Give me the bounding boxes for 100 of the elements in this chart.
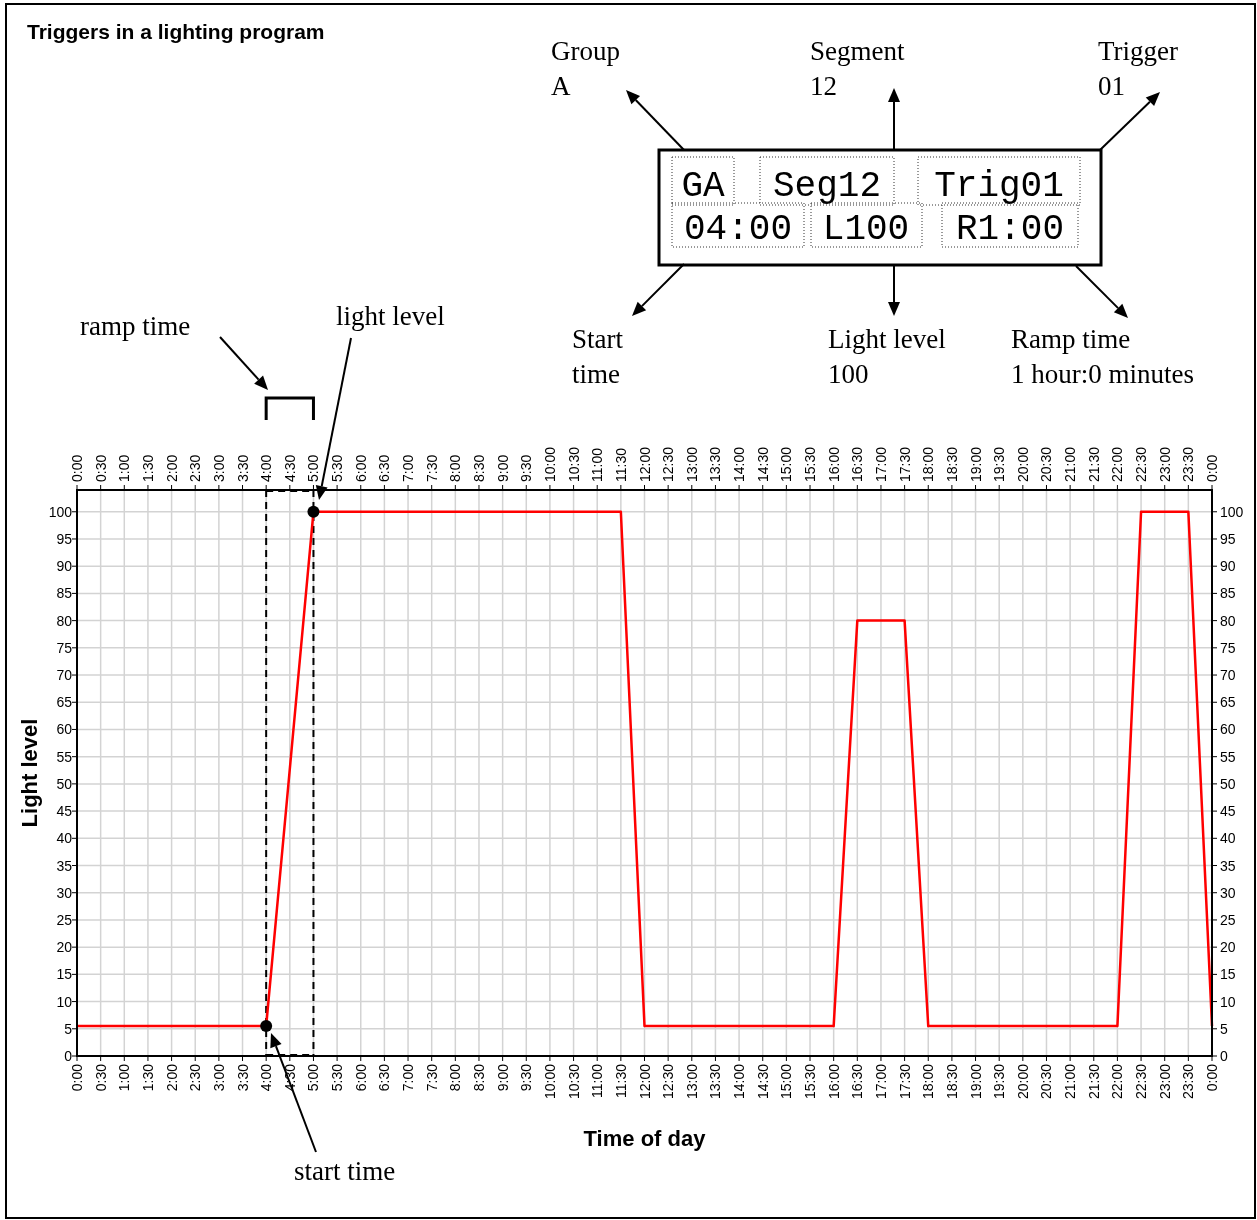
x-tick-label: 22:30: [1133, 1063, 1150, 1100]
x2-tick-label: 0:30: [92, 454, 109, 482]
x-tick-label: 2:00: [163, 1063, 180, 1092]
y-tick-label: 30: [56, 884, 73, 901]
y-tick-label: 15: [56, 966, 73, 983]
x2-tick-label: 3:00: [210, 454, 227, 482]
y2-tick-label: 45: [1220, 803, 1236, 820]
x-tick-label: 23:30: [1180, 1063, 1197, 1100]
x-tick-label: 11:00: [589, 1063, 606, 1098]
x2-tick-label: 21:30: [1085, 446, 1102, 482]
x2-tick-label: 6:00: [352, 454, 369, 482]
text: R1:00: [955, 209, 1065, 250]
y-tick-label: 25: [56, 911, 73, 928]
x-tick-label: 4:00: [258, 1063, 275, 1092]
x-tick-label: 11:30: [612, 1063, 629, 1098]
y-tick-label: 40: [56, 830, 73, 847]
x2-tick-label: 22:00: [1109, 446, 1126, 482]
x-tick-label: 18:30: [943, 1063, 960, 1100]
y-tick-label: 5: [64, 1020, 73, 1037]
x-tick-label: 5:30: [329, 1063, 346, 1092]
x2-tick-label: 11:00: [589, 447, 606, 482]
x-tick-label: 16:30: [849, 1063, 866, 1100]
x-tick-label: 20:00: [1014, 1063, 1031, 1100]
x2-tick-label: 23:00: [1156, 446, 1173, 482]
text: Segment 12: [810, 36, 905, 102]
x2-tick-label: 16:30: [849, 446, 866, 482]
x-tick-label: 3:00: [210, 1063, 227, 1092]
y2-tick-label: 20: [1220, 939, 1236, 956]
x-tick-label: 18:00: [920, 1063, 937, 1100]
x2-tick-label: 10:00: [541, 446, 558, 482]
x-tick-label: 10:30: [565, 1063, 582, 1100]
y-tick-label: 80: [56, 612, 73, 629]
x-tick-label: 12:30: [660, 1063, 677, 1100]
y-tick-label: 10: [56, 993, 73, 1010]
text: Seg12: [772, 166, 882, 207]
x-tick-label: 9:30: [518, 1063, 535, 1092]
text: Ramp time 1 hour:0 minutes: [1011, 324, 1194, 390]
x2-tick-label: 9:30: [518, 454, 535, 482]
text: start time: [294, 1156, 396, 1186]
y2-tick-label: 5: [1220, 1020, 1228, 1037]
y2-tick-label: 50: [1220, 775, 1236, 792]
y2-tick-label: 40: [1220, 830, 1236, 847]
x-tick-label: 14:30: [754, 1063, 771, 1100]
x-tick-label: 16:00: [825, 1063, 842, 1100]
text: ramp time: [80, 311, 191, 341]
x2-tick-label: 9:00: [494, 454, 511, 482]
y2-tick-label: 85: [1220, 585, 1236, 602]
x-tick-label: 13:00: [683, 1063, 700, 1100]
x2-tick-label: 10:30: [565, 446, 582, 482]
x2-tick-label: 7:30: [423, 454, 440, 482]
x2-tick-label: 0:00: [1204, 454, 1220, 482]
x2-tick-label: 4:30: [281, 454, 298, 482]
x-tick-label: 13:30: [707, 1063, 724, 1100]
x-tick-label: 23:00: [1156, 1063, 1173, 1100]
x2-tick-label: 19:00: [967, 446, 984, 482]
x2-tick-label: 4:00: [258, 454, 275, 482]
x-tick-label: 7:00: [400, 1063, 417, 1092]
text: Light level 100: [828, 324, 946, 390]
y2-tick-label: 95: [1220, 530, 1236, 547]
x-tick-label: 19:00: [967, 1063, 984, 1100]
x-axis-title: Time of day: [583, 1126, 707, 1151]
y2-tick-label: 35: [1220, 857, 1236, 874]
x2-tick-label: 20:30: [1038, 446, 1055, 482]
x-tick-label: 7:30: [423, 1063, 440, 1092]
x2-tick-label: 19:30: [991, 446, 1008, 482]
x2-tick-label: 22:30: [1133, 446, 1150, 482]
x-tick-label: 14:00: [731, 1063, 748, 1100]
x-tick-label: 9:00: [494, 1063, 511, 1092]
y2-tick-label: 30: [1220, 884, 1236, 901]
y-tick-label: 0: [64, 1048, 73, 1064]
x2-tick-label: 15:00: [778, 446, 795, 482]
text: L100: [822, 209, 910, 250]
x2-tick-label: 13:00: [683, 446, 700, 482]
x2-tick-label: 8:00: [447, 454, 464, 482]
x2-tick-label: 17:30: [896, 446, 913, 482]
y2-tick-label: 10: [1220, 993, 1236, 1010]
text: Start time: [572, 324, 624, 390]
y-tick-label: 45: [56, 803, 73, 820]
x2-tick-label: 2:30: [187, 454, 204, 482]
x2-tick-label: 5:30: [329, 454, 346, 482]
text: GA: [681, 166, 725, 207]
x2-tick-label: 7:00: [400, 454, 417, 482]
x-tick-label: 0:00: [1204, 1063, 1220, 1092]
x2-tick-label: 15:30: [802, 446, 819, 482]
x2-tick-label: 14:30: [754, 446, 771, 482]
x2-tick-label: 6:30: [376, 454, 393, 482]
y2-tick-label: 25: [1220, 911, 1236, 928]
y2-tick-label: 15: [1220, 966, 1236, 983]
y2-tick-label: 90: [1220, 558, 1236, 575]
x-tick-label: 6:30: [376, 1063, 393, 1092]
x2-tick-label: 23:30: [1180, 446, 1197, 482]
x-tick-label: 21:30: [1085, 1063, 1102, 1100]
y-tick-label: 75: [56, 639, 73, 656]
x-tick-label: 5:00: [305, 1063, 322, 1092]
x-tick-label: 0:00: [69, 1063, 85, 1092]
x2-tick-label: 1:00: [116, 454, 133, 482]
x2-tick-label: 8:30: [470, 454, 487, 482]
x2-tick-label: 11:30: [612, 447, 629, 482]
y-tick-label: 90: [56, 558, 73, 575]
x-tick-label: 12:00: [636, 1063, 653, 1100]
